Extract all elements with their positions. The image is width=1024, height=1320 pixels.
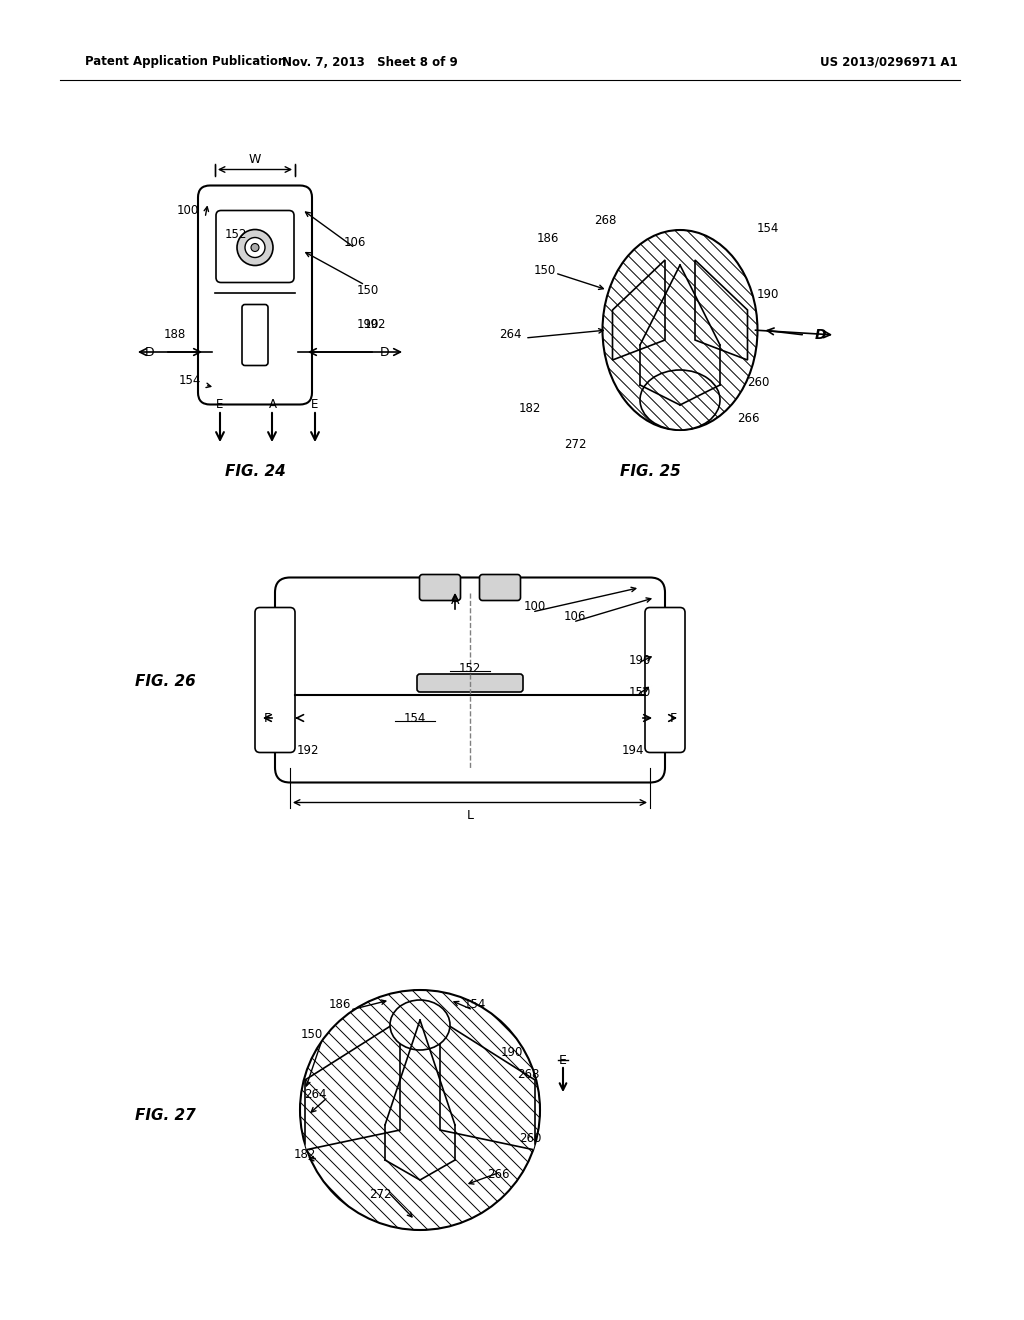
Text: 272: 272: [564, 438, 587, 451]
Ellipse shape: [602, 230, 758, 430]
FancyBboxPatch shape: [417, 675, 523, 692]
Text: A: A: [451, 594, 459, 606]
Text: 268: 268: [594, 214, 616, 227]
Text: 190: 190: [356, 318, 379, 331]
Text: 186: 186: [537, 231, 559, 244]
Text: 154: 154: [179, 374, 201, 387]
Text: 266: 266: [486, 1168, 509, 1181]
Text: 154: 154: [464, 998, 486, 1011]
Ellipse shape: [390, 1001, 450, 1049]
FancyBboxPatch shape: [420, 574, 461, 601]
Text: 152: 152: [225, 228, 247, 242]
FancyBboxPatch shape: [645, 607, 685, 752]
Text: 106: 106: [564, 610, 586, 623]
Text: 272: 272: [369, 1188, 391, 1201]
Text: 192: 192: [364, 318, 386, 331]
Text: 192: 192: [297, 743, 319, 756]
Text: F: F: [670, 711, 677, 725]
Text: FIG. 26: FIG. 26: [134, 675, 196, 689]
Text: 264: 264: [499, 329, 521, 342]
Text: 154: 154: [757, 222, 779, 235]
Text: 150: 150: [629, 685, 651, 698]
Text: 100: 100: [524, 601, 546, 614]
Text: 150: 150: [301, 1028, 324, 1041]
Text: Patent Application Publication: Patent Application Publication: [85, 55, 287, 69]
Text: 154: 154: [403, 711, 426, 725]
Text: 106: 106: [344, 236, 367, 249]
FancyBboxPatch shape: [255, 607, 295, 752]
Text: D: D: [145, 346, 155, 359]
Text: 194: 194: [622, 743, 644, 756]
Text: 188: 188: [164, 329, 186, 342]
Text: F: F: [263, 711, 270, 725]
Text: FIG. 25: FIG. 25: [620, 465, 680, 479]
Text: L: L: [467, 809, 473, 822]
Text: E: E: [311, 399, 318, 412]
Text: US 2013/0296971 A1: US 2013/0296971 A1: [820, 55, 957, 69]
Text: 182: 182: [294, 1148, 316, 1162]
Text: 266: 266: [736, 412, 759, 425]
Text: 150: 150: [534, 264, 556, 276]
Text: W: W: [249, 153, 261, 166]
Text: 264: 264: [304, 1089, 327, 1101]
Text: 260: 260: [519, 1131, 542, 1144]
Circle shape: [300, 990, 540, 1230]
Text: 100: 100: [177, 203, 199, 216]
Ellipse shape: [640, 370, 720, 430]
FancyBboxPatch shape: [479, 574, 520, 601]
FancyBboxPatch shape: [275, 578, 665, 783]
Text: D: D: [814, 327, 825, 342]
Polygon shape: [305, 1020, 400, 1150]
Text: FIG. 27: FIG. 27: [134, 1107, 196, 1122]
FancyBboxPatch shape: [216, 210, 294, 282]
Circle shape: [237, 230, 273, 265]
Polygon shape: [612, 260, 665, 360]
Text: D: D: [380, 346, 390, 359]
Text: FIG. 24: FIG. 24: [224, 465, 286, 479]
Text: 190: 190: [757, 289, 779, 301]
Polygon shape: [695, 260, 748, 360]
Text: Nov. 7, 2013   Sheet 8 of 9: Nov. 7, 2013 Sheet 8 of 9: [283, 55, 458, 69]
Text: 260: 260: [746, 375, 769, 388]
Text: 186: 186: [329, 998, 351, 1011]
Text: 182: 182: [519, 401, 542, 414]
Circle shape: [245, 238, 265, 257]
Text: 190: 190: [501, 1045, 523, 1059]
Text: A: A: [269, 399, 278, 412]
Text: 190: 190: [629, 653, 651, 667]
FancyBboxPatch shape: [242, 305, 268, 366]
Circle shape: [251, 243, 259, 252]
Text: E: E: [216, 399, 223, 412]
FancyBboxPatch shape: [198, 186, 312, 404]
Text: 268: 268: [517, 1068, 540, 1081]
Text: 152: 152: [459, 661, 481, 675]
Text: E: E: [559, 1053, 567, 1067]
Polygon shape: [440, 1020, 535, 1150]
Text: 150: 150: [357, 284, 379, 297]
